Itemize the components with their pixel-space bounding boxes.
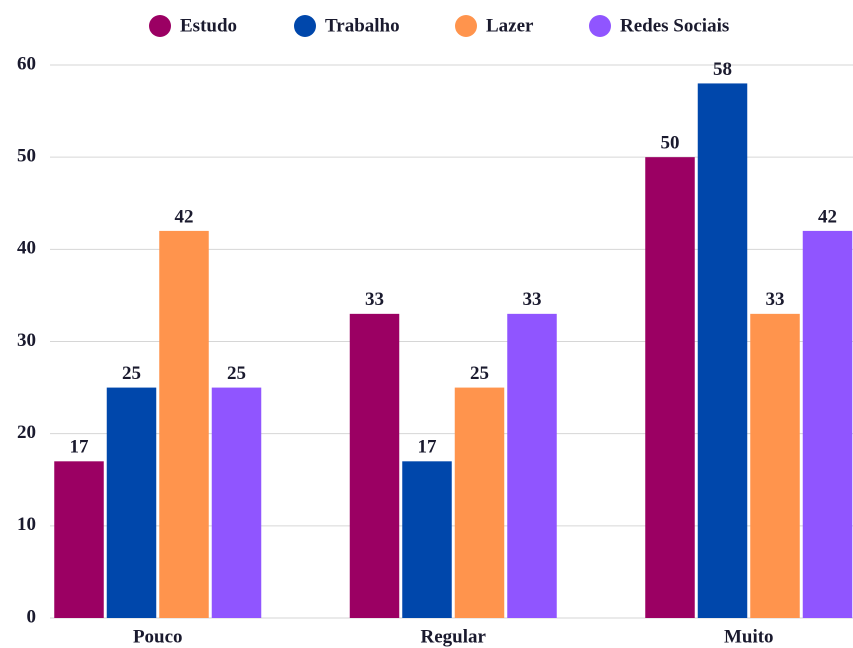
x-tick-label: Pouco [133, 626, 183, 647]
y-tick-label: 60 [17, 53, 36, 74]
value-label: 50 [661, 133, 680, 154]
value-label: 33 [766, 289, 785, 310]
value-label: 25 [122, 363, 141, 384]
legend-label: Trabalho [325, 15, 400, 36]
bar [697, 83, 748, 618]
bar [159, 230, 209, 618]
y-tick-label: 0 [27, 606, 37, 627]
value-label: 58 [713, 59, 732, 80]
value-label: 33 [523, 289, 542, 310]
y-tick-label: 30 [17, 330, 36, 351]
bar [402, 461, 452, 618]
x-tick-label: Regular [421, 626, 487, 647]
y-tick-label: 40 [17, 238, 36, 259]
bar [750, 313, 800, 618]
value-label: 25 [470, 363, 489, 384]
y-tick-label: 50 [17, 146, 36, 167]
value-label: 25 [227, 363, 246, 384]
legend-marker [294, 15, 316, 37]
legend-label: Redes Sociais [620, 15, 729, 36]
y-tick-label: 20 [17, 422, 36, 443]
value-label: 17 [418, 437, 438, 458]
legend-label: Lazer [486, 15, 534, 36]
bar [349, 313, 400, 618]
legend-marker [149, 15, 171, 37]
bar [802, 230, 853, 618]
legend-marker [455, 15, 477, 37]
x-tick-label: Muito [724, 626, 774, 647]
legend-marker [589, 15, 611, 37]
bar [645, 157, 695, 618]
bar [106, 387, 157, 618]
legend-label: Estudo [180, 15, 237, 36]
bar [211, 387, 262, 618]
value-label: 42 [175, 206, 194, 227]
value-label: 33 [365, 289, 384, 310]
bar [454, 387, 505, 618]
bar [54, 461, 104, 618]
value-label: 42 [818, 206, 837, 227]
value-label: 17 [70, 437, 90, 458]
y-tick-label: 10 [17, 514, 36, 535]
bar [507, 313, 557, 618]
